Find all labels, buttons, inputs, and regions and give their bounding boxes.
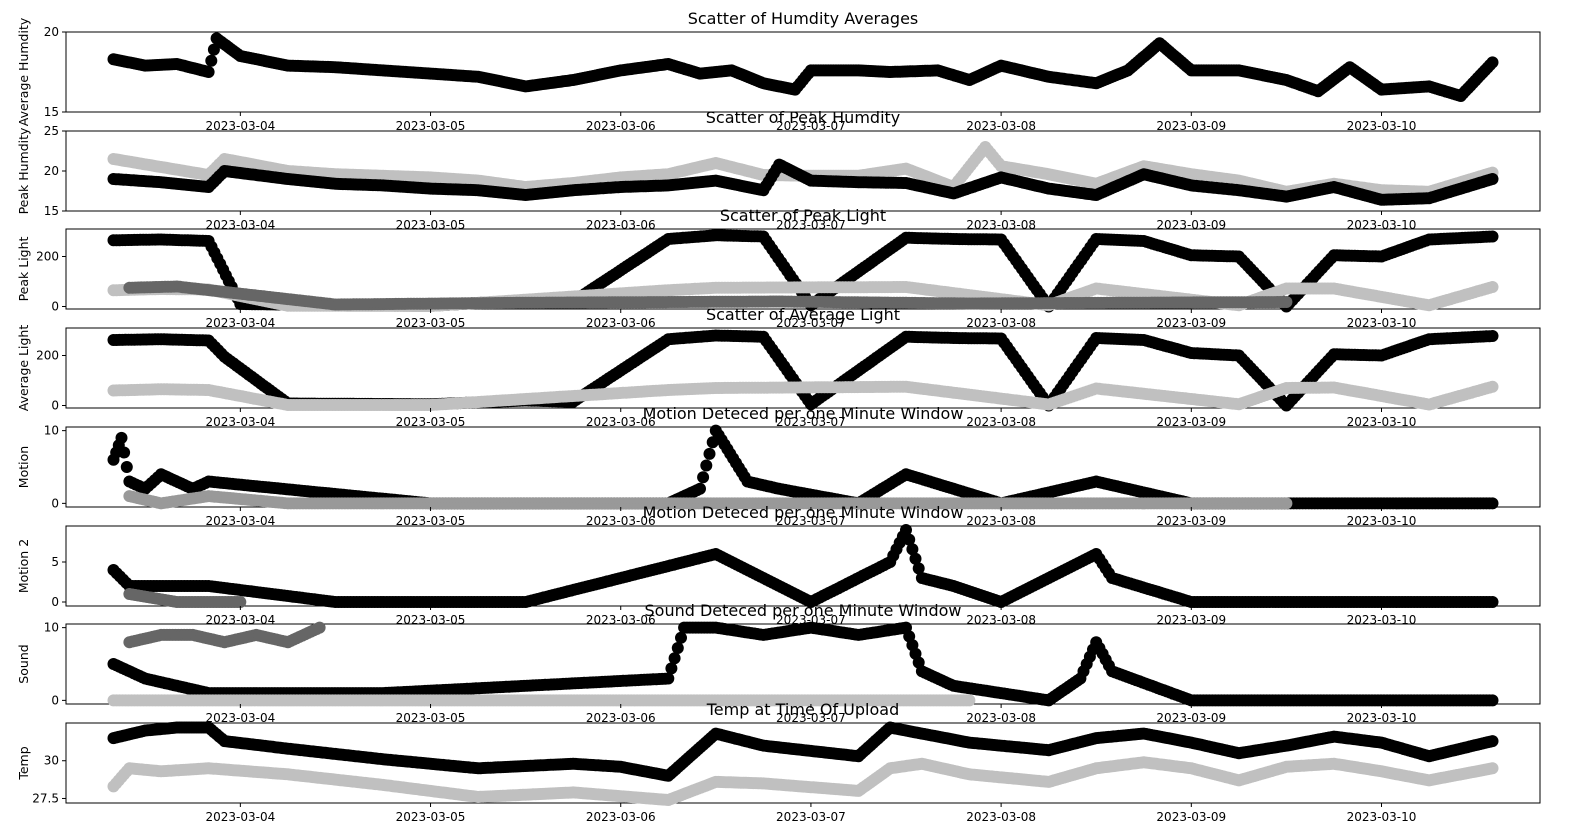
scatter-point	[1280, 296, 1293, 308]
x-tick-label: 2023-03-04	[205, 119, 275, 133]
scatter-point	[697, 471, 710, 484]
scatter-point	[1486, 281, 1499, 293]
subplot-title: Scatter of Peak Humdity	[706, 108, 901, 127]
x-tick-label: 2023-03-07	[776, 316, 846, 330]
subplot-title: Scatter of Average Light	[706, 305, 900, 324]
y-axis-label: Motion	[16, 446, 31, 488]
data-points	[107, 141, 1499, 206]
subplot-title: Motion Deteced per one Minute Window	[643, 404, 964, 423]
x-tick-label: 2023-03-05	[396, 316, 466, 330]
series-1	[107, 32, 1499, 102]
y-tick-label: 200	[36, 250, 59, 264]
y-tick-label: 10	[44, 424, 59, 438]
y-tick-label: 0	[51, 399, 59, 413]
scatter-point	[207, 43, 220, 56]
subplot-4: 0 200 2023-03-04 2023-03-05 2023-03-06 2023-0…	[16, 305, 1541, 429]
scatter-point	[1486, 230, 1499, 243]
data-points	[107, 329, 1499, 412]
subplot-title: Scatter of Humdity Averages	[688, 9, 919, 28]
scatter-point	[1486, 173, 1499, 185]
series-2	[107, 158, 1499, 206]
scatter-point	[1280, 497, 1293, 510]
scatter-point	[202, 66, 215, 78]
scatter-point	[703, 447, 716, 460]
y-tick-label: 20	[44, 164, 59, 178]
subplot-title: Scatter of Peak Light	[720, 206, 886, 225]
x-tick-label: 2023-03-10	[1347, 316, 1417, 330]
y-tick-label: 0	[51, 300, 59, 314]
y-axis-label: Average Light	[16, 325, 31, 412]
scatter-point	[694, 482, 706, 495]
scatter-point	[1486, 330, 1499, 342]
scatter-point	[118, 446, 131, 459]
scatter-point	[1486, 56, 1499, 69]
x-tick-label: 2023-03-08	[966, 119, 1036, 133]
y-tick-label: 200	[36, 349, 59, 363]
scatter-point	[1486, 380, 1499, 393]
x-tick-label: 2023-03-06	[586, 316, 656, 330]
scatter-point	[1486, 497, 1499, 510]
y-tick-label: 25	[44, 124, 59, 138]
x-tick-label: 2023-03-05	[396, 119, 466, 133]
x-tick-label: 2023-03-09	[1156, 316, 1226, 330]
x-tick-label: 2023-03-06	[586, 119, 656, 133]
y-axis-label: Peak Light	[16, 236, 31, 301]
data-points	[107, 229, 1499, 313]
y-tick-label: 15	[44, 204, 59, 218]
scatter-point	[120, 461, 133, 473]
y-axis-label: Average Humdity	[16, 17, 31, 126]
scatter-point	[205, 54, 218, 67]
x-tick-label: 2023-03-09	[1156, 119, 1226, 133]
subplot-2: 15 20 25 2023-03-04 2023-03-05 2023-03-06 2023…	[16, 108, 1541, 232]
x-tick-label: 2023-03-10	[1347, 119, 1417, 133]
subplot-3: 0 200 2023-03-04 2023-03-05 2023-03-06 2023-0…	[16, 206, 1541, 330]
scatter-point	[115, 431, 128, 444]
y-tick-label: 20	[44, 25, 59, 39]
x-tick-label: 2023-03-07	[776, 119, 846, 133]
series-3	[123, 280, 1293, 311]
series-1	[107, 141, 1499, 198]
subplot-1: 15 20 2023-03-04 2023-03-05 2023-03-06 2023-0…	[16, 9, 1541, 133]
scatter-point	[700, 459, 713, 472]
y-axis-label: Peak Humdity	[16, 127, 31, 214]
y-tick-label: 0	[51, 496, 59, 510]
x-tick-label: 2023-03-08	[966, 316, 1036, 330]
x-tick-label: 2023-03-04	[205, 316, 275, 330]
y-tick-label: 15	[44, 105, 59, 119]
data-points	[107, 32, 1499, 102]
